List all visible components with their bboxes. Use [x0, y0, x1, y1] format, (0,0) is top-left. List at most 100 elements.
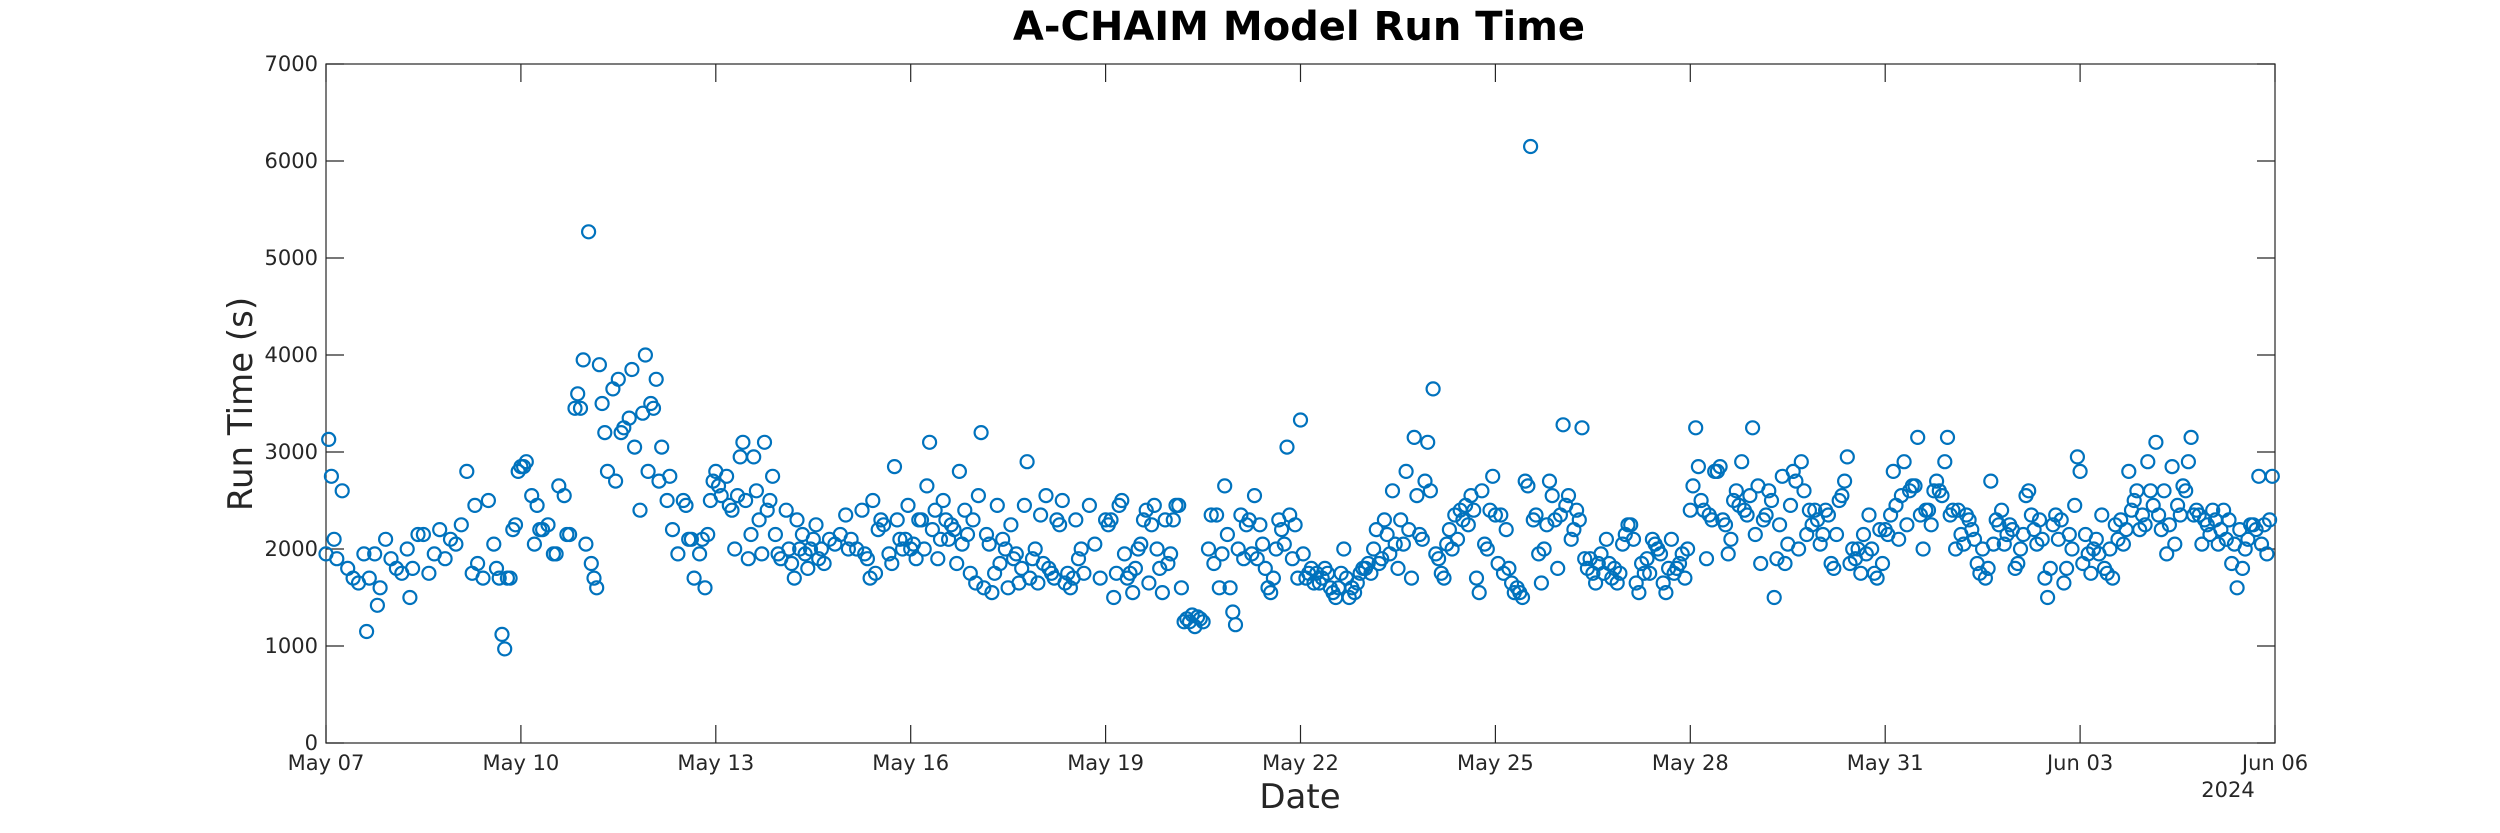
data-point: [1812, 536, 1828, 552]
data-point: [1027, 541, 1043, 557]
data-point: [1162, 546, 1179, 562]
data-point: [1642, 565, 1658, 581]
data-point: [838, 507, 854, 523]
data-point: [1864, 541, 1880, 557]
data-point: [561, 526, 578, 543]
data-point: [1920, 502, 1937, 518]
x-tick-label: May 13: [677, 751, 754, 775]
data-point: [1820, 507, 1837, 523]
data-point: [1422, 483, 1439, 499]
data-point: [718, 468, 735, 484]
data-point: [1682, 502, 1698, 518]
data-point: [475, 570, 491, 586]
data-point: [1265, 570, 1282, 586]
data-point: [2137, 517, 2153, 533]
data-point: [1441, 521, 1458, 538]
data-point: [1092, 570, 1108, 586]
data-point: [580, 224, 597, 240]
data-point: [740, 551, 756, 567]
data-point: [2153, 521, 2169, 538]
data-point: [2039, 589, 2056, 606]
data-point: [957, 502, 973, 518]
data-point: [621, 410, 637, 426]
data-point: [2134, 507, 2150, 523]
data-point: [2031, 512, 2048, 528]
data-point: [724, 502, 740, 518]
data-point: [640, 463, 656, 479]
data-point: [1893, 488, 1910, 504]
data-point: [754, 546, 770, 562]
data-point: [1679, 541, 1696, 557]
data-point: [1991, 517, 2007, 533]
data-point: [1872, 521, 1888, 538]
data-point: [1782, 497, 1799, 513]
data-point: [1788, 473, 1804, 489]
chart-title: A-CHAIM Model Run Time: [1013, 4, 1585, 50]
data-point: [1051, 517, 1068, 533]
data-point: [1135, 512, 1152, 528]
data-point: [378, 531, 394, 547]
data-point: [1254, 536, 1271, 552]
data-point: [1279, 439, 1295, 455]
data-point: [916, 541, 932, 557]
data-point: [1520, 478, 1536, 494]
data-point: [737, 492, 754, 509]
data-point: [1928, 473, 1945, 489]
data-point: [1349, 575, 1365, 591]
data-point: [2142, 483, 2159, 499]
data-point: [334, 483, 350, 499]
data-point: [1195, 614, 1211, 630]
data-point: [1206, 555, 1222, 572]
data-point: [2061, 526, 2077, 543]
data-point: [1937, 454, 1953, 470]
data-point: [743, 526, 759, 543]
data-point: [610, 371, 626, 387]
data-point: [1652, 546, 1669, 562]
data-point: [1203, 507, 1219, 523]
data-point: [1761, 483, 1777, 499]
data-point: [748, 483, 765, 499]
data-point: [691, 546, 708, 562]
data-point: [1550, 560, 1566, 577]
data-point: [1861, 507, 1877, 523]
data-point: [1208, 507, 1225, 523]
data-point: [1690, 459, 1707, 475]
data-point: [1793, 454, 1809, 470]
data-point: [930, 551, 946, 567]
data-point: [1070, 551, 1087, 567]
data-point: [664, 521, 681, 538]
data-point: [1116, 546, 1133, 562]
data-point: [2042, 560, 2058, 577]
data-point: [1574, 420, 1590, 436]
data-point: [875, 517, 892, 533]
data-point: [1054, 492, 1070, 509]
data-point: [1571, 512, 1587, 528]
data-point: [865, 492, 881, 509]
data-point: [1769, 551, 1785, 567]
data-point: [1834, 488, 1850, 504]
data-point: [1387, 536, 1403, 552]
data-point: [1276, 536, 1292, 552]
data-point: [951, 463, 968, 479]
data-markers: [318, 138, 2280, 657]
data-point: [1685, 478, 1701, 494]
data-point: [973, 425, 989, 441]
data-point: [1744, 420, 1761, 436]
data-point: [802, 541, 819, 557]
data-point: [727, 541, 743, 557]
data-point: [1114, 492, 1130, 509]
data-point: [1541, 473, 1558, 489]
x-tick-label: Jun 06: [2240, 751, 2308, 775]
data-point: [2221, 512, 2237, 528]
data-point: [2234, 560, 2251, 577]
y-axis-label: Run Time (s): [221, 297, 261, 511]
data-point: [1891, 531, 1907, 547]
x-tick-label: May 25: [1457, 751, 1534, 775]
data-point: [367, 546, 383, 562]
data-point: [908, 551, 924, 567]
data-point: [1723, 531, 1739, 547]
data-point: [805, 531, 821, 547]
data-point: [1522, 138, 1539, 155]
data-point: [1468, 570, 1485, 586]
data-point: [321, 431, 337, 447]
